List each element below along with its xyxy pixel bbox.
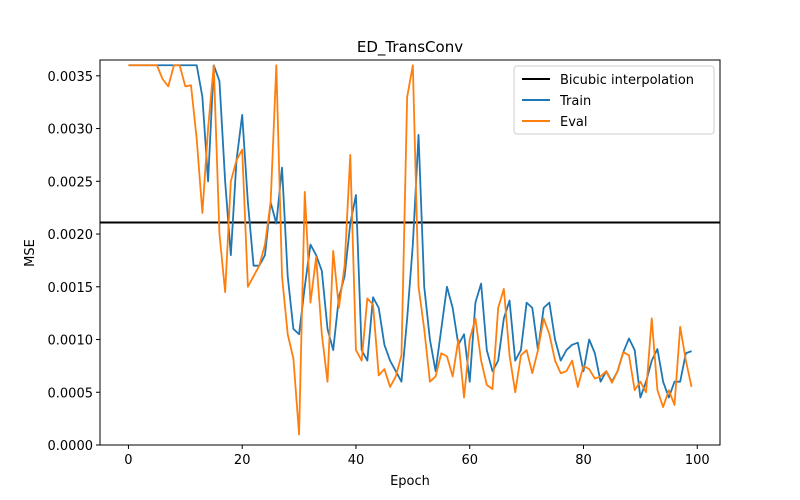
y-tick-label: 0.0005 xyxy=(48,386,94,401)
y-tick-label: 0.0015 xyxy=(48,281,94,296)
y-tick-label: 0.0020 xyxy=(48,228,94,243)
x-tick-label: 0 xyxy=(124,453,132,468)
x-tick-label: 80 xyxy=(575,453,592,468)
x-tick-label: 40 xyxy=(348,453,365,468)
y-tick-label: 0.0010 xyxy=(48,334,94,349)
y-tick-label: 0.0000 xyxy=(48,439,94,454)
legend-label: Eval xyxy=(560,115,588,130)
legend-label: Bicubic interpolation xyxy=(560,73,694,88)
plot-frame xyxy=(99,59,721,446)
legend-box xyxy=(513,65,715,135)
series-line-eval xyxy=(128,64,693,436)
axis-ticks: 0 20 40 60 80 100 0.0000 0.0005 0.0010 0.0015 0.00… xyxy=(48,70,710,468)
plot-area xyxy=(100,64,720,436)
series-line-train xyxy=(128,64,692,399)
x-tick-label: 20 xyxy=(234,453,251,468)
y-axis-title: MSE xyxy=(23,239,38,267)
y-tick-label: 0.0025 xyxy=(48,175,94,190)
y-tick-label: 0.0030 xyxy=(48,123,94,138)
x-tick-label: 60 xyxy=(461,453,478,468)
y-tick-label: 0.0035 xyxy=(48,70,94,85)
chart-title: ED_TransConv xyxy=(357,38,463,57)
legend: Bicubic interpolation Train Eval xyxy=(513,65,715,135)
x-tick-label: 100 xyxy=(685,453,710,468)
legend-label: Train xyxy=(559,94,591,109)
x-axis-title: Epoch xyxy=(390,474,430,489)
series-group xyxy=(100,64,720,436)
